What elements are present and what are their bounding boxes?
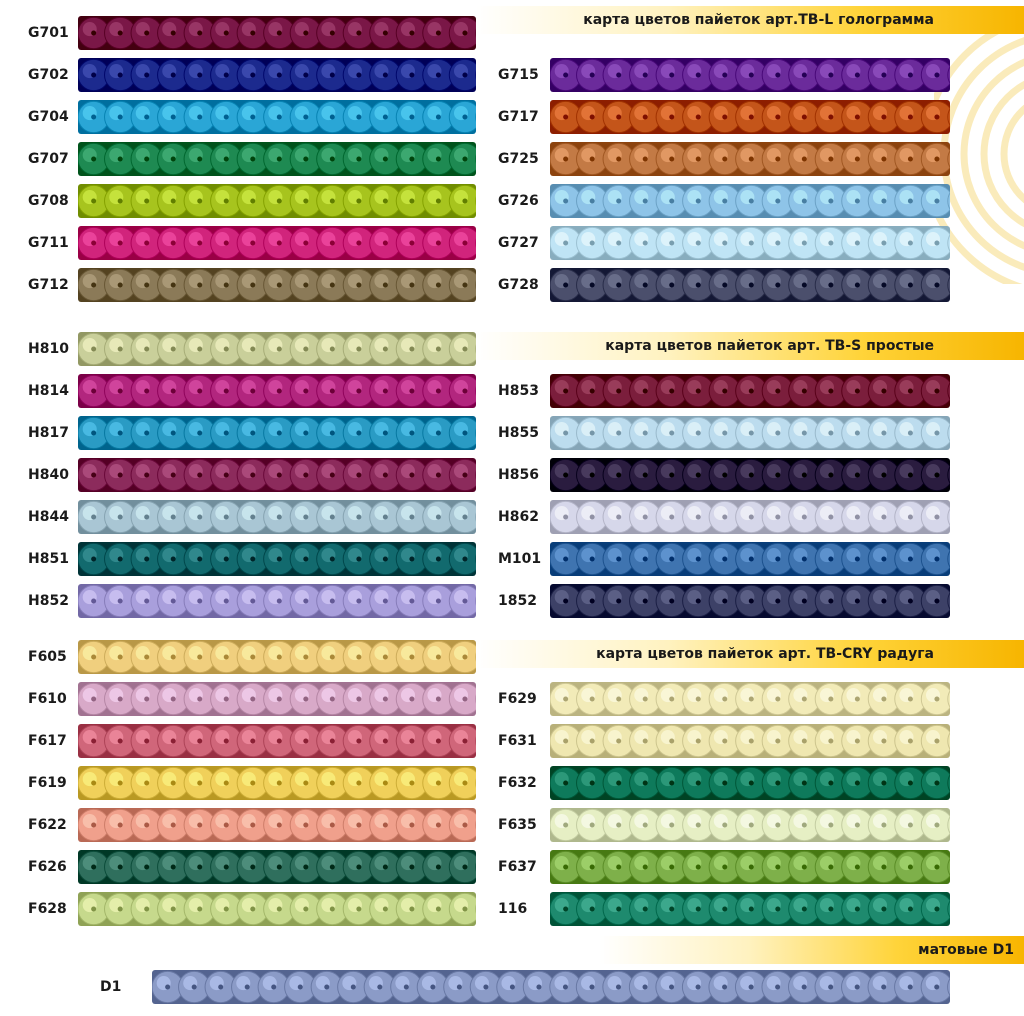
swatch-h856-label: H856	[498, 467, 539, 483]
swatch-d1-sequin-strip	[152, 970, 950, 1004]
swatch-h840-sequin-strip	[78, 458, 476, 492]
swatch-f622-sequin-strip	[78, 808, 476, 842]
swatch-g717-sequin-strip	[550, 100, 950, 134]
swatch-g708-label: G708	[28, 193, 69, 209]
swatch-h844-label: H844	[28, 509, 69, 525]
swatch-f619-sequin-strip	[78, 766, 476, 800]
swatch-g707-sequin-strip	[78, 142, 476, 176]
swatch-g726-label: G726	[498, 193, 539, 209]
swatch-h851-sequin-strip	[78, 542, 476, 576]
swatch-h862-label: H862	[498, 509, 539, 525]
swatch-f628-label: F628	[28, 901, 67, 917]
swatch-g715-sequin-strip	[550, 58, 950, 92]
swatch-g728-sequin-strip	[550, 268, 950, 302]
swatch-m101-sequin-strip	[550, 542, 950, 576]
swatch-f610-sequin-strip	[78, 682, 476, 716]
swatch-h855-sequin-strip	[550, 416, 950, 450]
swatch-m101-label: M101	[498, 551, 542, 567]
swatch-f628-sequin-strip	[78, 892, 476, 926]
swatch-h840-label: H840	[28, 467, 69, 483]
swatch-d1-label: D1	[100, 979, 122, 995]
swatch-f626-sequin-strip	[78, 850, 476, 884]
swatch-g725-label: G725	[498, 151, 539, 167]
swatch-g708-sequin-strip	[78, 184, 476, 218]
swatch-f610-label: F610	[28, 691, 67, 707]
section-title-simple: карта цветов пайеток арт. TB-S простые	[605, 338, 934, 354]
swatch-1852-label: 1852	[498, 593, 537, 609]
swatch-g704-label: G704	[28, 109, 69, 125]
swatch-h814-sequin-strip	[78, 374, 476, 408]
swatch-f629-sequin-strip	[550, 682, 950, 716]
swatch-f631-sequin-strip	[550, 724, 950, 758]
swatch-g712-sequin-strip	[78, 268, 476, 302]
swatch-g711-sequin-strip	[78, 226, 476, 260]
swatch-f632-label: F632	[498, 775, 537, 791]
swatch-h844-sequin-strip	[78, 500, 476, 534]
swatch-f632-sequin-strip	[550, 766, 950, 800]
section-banner-simple: карта цветов пайеток арт. TB-S простые	[476, 332, 1024, 360]
swatch-h852-sequin-strip	[78, 584, 476, 618]
swatch-f605-sequin-strip	[78, 640, 476, 674]
swatch-h862-sequin-strip	[550, 500, 950, 534]
section-title-rainbow: карта цветов пайеток арт. TB-CRY радуга	[596, 646, 934, 662]
swatch-g725-sequin-strip	[550, 142, 950, 176]
swatch-f622-label: F622	[28, 817, 67, 833]
swatch-g715-label: G715	[498, 67, 539, 83]
swatch-g727-label: G727	[498, 235, 539, 251]
swatch-f617-sequin-strip	[78, 724, 476, 758]
section-banner-rainbow: карта цветов пайеток арт. TB-CRY радуга	[476, 640, 1024, 668]
swatch-g711-label: G711	[28, 235, 69, 251]
swatch-g702-label: G702	[28, 67, 69, 83]
section-title-hologram: карта цветов пайеток арт.TB-L голограмма	[583, 12, 934, 28]
swatch-h851-label: H851	[28, 551, 69, 567]
swatch-h855-label: H855	[498, 425, 539, 441]
swatch-h817-label: H817	[28, 425, 69, 441]
swatch-116-sequin-strip	[550, 892, 950, 926]
swatch-f629-label: F629	[498, 691, 537, 707]
swatch-g728-label: G728	[498, 277, 539, 293]
swatch-g727-sequin-strip	[550, 226, 950, 260]
swatch-g707-label: G707	[28, 151, 69, 167]
swatch-f605-label: F605	[28, 649, 67, 665]
swatch-h852-label: H852	[28, 593, 69, 609]
swatch-f635-label: F635	[498, 817, 537, 833]
swatch-h853-sequin-strip	[550, 374, 950, 408]
swatch-h817-sequin-strip	[78, 416, 476, 450]
swatch-g702-sequin-strip	[78, 58, 476, 92]
swatch-1852-sequin-strip	[550, 584, 950, 618]
swatch-g701-label: G701	[28, 25, 69, 41]
swatch-h814-label: H814	[28, 383, 69, 399]
swatch-g717-label: G717	[498, 109, 539, 125]
swatch-h853-label: H853	[498, 383, 539, 399]
section-banner-matte: матовые D1	[600, 936, 1024, 964]
swatch-h856-sequin-strip	[550, 458, 950, 492]
swatch-f635-sequin-strip	[550, 808, 950, 842]
swatch-f637-sequin-strip	[550, 850, 950, 884]
swatch-f637-label: F637	[498, 859, 537, 875]
section-banner-hologram: карта цветов пайеток арт.TB-L голограмма	[476, 6, 1024, 34]
section-title-matte: матовые D1	[918, 942, 1014, 958]
swatch-f619-label: F619	[28, 775, 67, 791]
swatch-f617-label: F617	[28, 733, 67, 749]
swatch-116-label: 116	[498, 901, 528, 917]
swatch-g701-sequin-strip	[78, 16, 476, 50]
swatch-g712-label: G712	[28, 277, 69, 293]
swatch-h810-sequin-strip	[78, 332, 476, 366]
swatch-f631-label: F631	[498, 733, 537, 749]
swatch-g726-sequin-strip	[550, 184, 950, 218]
swatch-g704-sequin-strip	[78, 100, 476, 134]
swatch-h810-label: H810	[28, 341, 69, 357]
swatch-f626-label: F626	[28, 859, 67, 875]
